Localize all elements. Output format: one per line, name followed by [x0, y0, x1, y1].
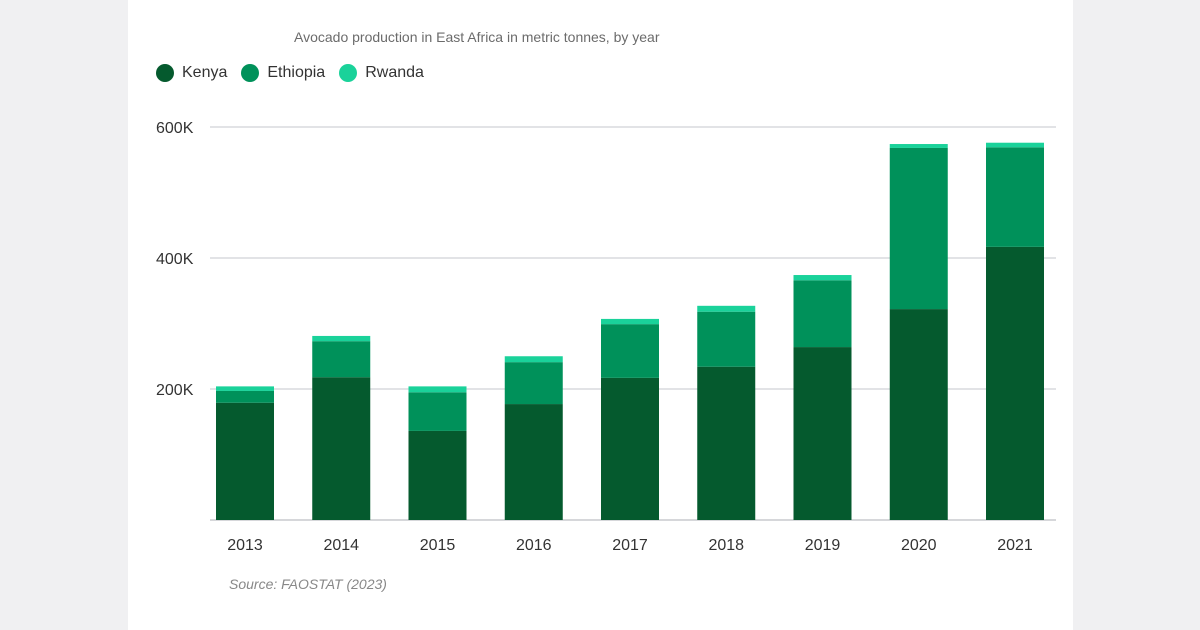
bar-ethiopia-2016: [504, 362, 563, 405]
source-note: Source: FAOSTAT (2023): [229, 576, 387, 592]
y-tick-label: 600K: [156, 120, 194, 137]
bar-ethiopia-2020: [889, 147, 948, 310]
x-tick-label: 2020: [901, 537, 937, 554]
y-tick-label: 200K: [156, 382, 194, 399]
legend-item-kenya: Kenya: [156, 64, 227, 82]
bar-ethiopia-2015: [408, 392, 467, 431]
x-tick-label: 2013: [227, 537, 263, 554]
x-tick-label: 2019: [805, 537, 841, 554]
legend-label: Kenya: [182, 64, 228, 81]
bar-rwanda-2017: [601, 318, 659, 325]
legend-swatch: [241, 64, 260, 82]
x-tick-label: 2015: [420, 537, 456, 554]
x-tick-label: 2016: [516, 537, 552, 554]
bar-kenya-2013: [216, 402, 274, 520]
legend-item-rwanda: Rwanda: [339, 64, 424, 82]
bar-ethiopia-2021: [986, 147, 1044, 247]
legend-swatch: [156, 64, 174, 82]
legend: Kenya Ethiopia Rwanda: [156, 64, 424, 82]
bar-ethiopia-2014: [312, 341, 371, 378]
x-tick-label: 2014: [323, 537, 359, 554]
y-tick-label: 400K: [156, 251, 194, 268]
bar-kenya-2017: [601, 377, 659, 520]
bar-rwanda-2020: [889, 144, 948, 148]
legend-label: Rwanda: [365, 64, 424, 81]
bar-rwanda-2014: [312, 335, 371, 342]
bar-kenya-2014: [312, 377, 371, 520]
bar-ethiopia-2013: [216, 390, 274, 403]
bar-ethiopia-2018: [697, 311, 756, 367]
bar-rwanda-2018: [697, 305, 756, 312]
legend-swatch: [339, 64, 358, 82]
legend-item-ethiopia: Ethiopia: [241, 64, 325, 82]
bar-kenya-2015: [408, 430, 467, 520]
bar-kenya-2021: [986, 246, 1044, 521]
bar-kenya-2019: [793, 347, 852, 520]
bar-rwanda-2016: [504, 356, 563, 363]
bar-rwanda-2015: [408, 386, 467, 393]
x-tick-label: 2018: [708, 537, 744, 554]
bar-kenya-2020: [889, 309, 948, 520]
legend-label: Ethiopia: [267, 64, 326, 81]
bar-rwanda-2013: [216, 386, 274, 391]
bar-rwanda-2019: [793, 275, 852, 281]
bar-kenya-2016: [504, 404, 563, 520]
x-tick-label: 2017: [612, 537, 648, 554]
x-tick-label: 2021: [997, 537, 1033, 554]
bar-kenya-2018: [697, 366, 756, 520]
bar-ethiopia-2017: [601, 324, 659, 378]
chart-title: Avocado production in East Africa in met…: [294, 29, 660, 45]
bar-ethiopia-2019: [793, 280, 852, 348]
bar-rwanda-2021: [986, 142, 1044, 148]
